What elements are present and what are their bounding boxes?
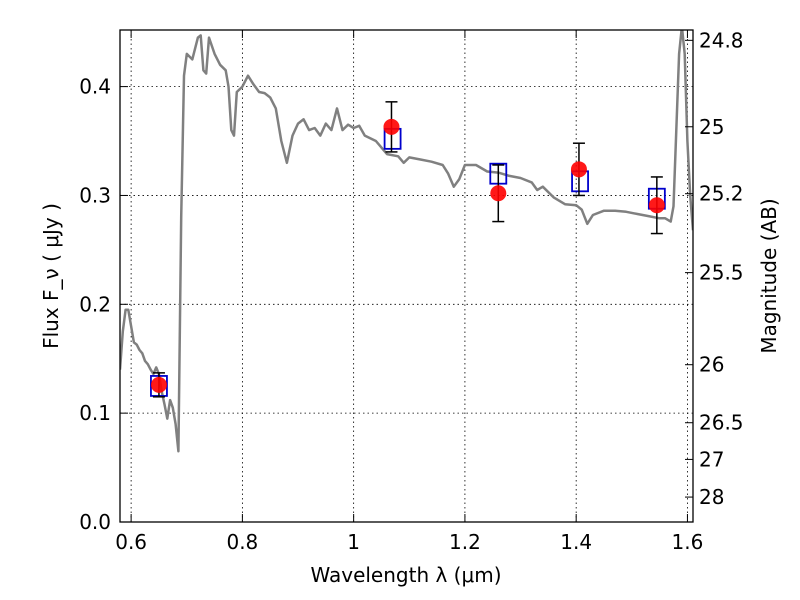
observed-point [570, 161, 587, 178]
observed-point [490, 185, 507, 202]
x-tick-label: 1.4 [560, 530, 592, 554]
right-tick-label: 26 [699, 353, 724, 377]
observed-point [150, 376, 167, 393]
x-tick-label: 0.8 [226, 530, 258, 554]
x-tick-label: 0.6 [115, 530, 147, 554]
observed-point [383, 118, 400, 135]
plot-area [120, 30, 693, 522]
y-axis-label: Flux F_ν ( μJy ) [39, 203, 63, 349]
x-tick-label: 1.2 [449, 530, 481, 554]
observed-photometry [150, 101, 665, 398]
y-tick-label: 0.1 [79, 401, 111, 425]
plot-frame [119, 29, 694, 523]
right-tick-label: 26.5 [699, 411, 744, 435]
axis-ticks [120, 30, 693, 523]
x-axis-label: Wavelength λ (μm) [310, 563, 501, 587]
right-tick-label: 25 [699, 115, 724, 139]
y-tick-label: 0.3 [79, 183, 111, 207]
x-tick-label: 1 [347, 530, 360, 554]
right-tick-label: 28 [699, 485, 724, 509]
right-tick-label: 25.2 [699, 182, 744, 206]
right-tick-label: 24.8 [699, 28, 744, 52]
spectrum-line [120, 30, 693, 453]
x-tick-label: 1.6 [672, 530, 704, 554]
y-tick-label: 0.2 [79, 292, 111, 316]
y-tick-label: 0.0 [79, 510, 111, 534]
tick-labels: 0.6 0.8 1 1.2 1.4 1.6 0.0 0.1 0.2 0.3 0.4 24.8 25 25.… [79, 28, 743, 554]
right-tick-label: 25.5 [699, 261, 744, 285]
model-spectrum [120, 30, 693, 453]
y-axis-label-right: Magnitude (AB) [757, 198, 781, 353]
observed-point [648, 197, 665, 214]
y-tick-label: 0.4 [79, 75, 111, 99]
right-tick-label: 27 [699, 447, 724, 471]
